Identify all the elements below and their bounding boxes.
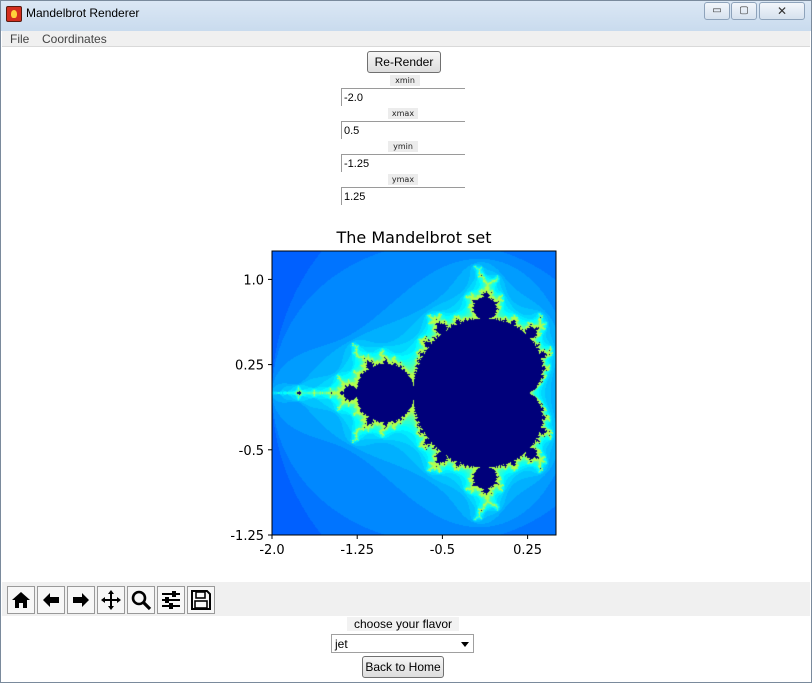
x-tick-label: 0.25	[513, 543, 542, 558]
ymin-field[interactable]	[341, 154, 465, 172]
plot-frame	[271, 250, 557, 536]
chart-title: The Mandelbrot set	[335, 228, 491, 247]
menu-coordinates[interactable]: Coordinates	[42, 32, 107, 46]
navigation-toolbar	[2, 582, 810, 616]
flavor-dropdown[interactable]: jet	[331, 634, 474, 653]
menu-bar: File Coordinates	[2, 31, 810, 47]
chevron-down-icon	[461, 642, 469, 647]
xmax-label: xmax	[388, 108, 418, 119]
pan-icon[interactable]	[97, 586, 125, 614]
ymax-label: ymax	[388, 174, 418, 185]
xmin-label: xmin	[390, 75, 420, 86]
save-icon[interactable]	[187, 586, 215, 614]
xmin-field[interactable]	[341, 88, 465, 106]
title-bar: Mandelbrot Renderer ▭ ▢ ✕	[1, 1, 811, 31]
y-tick-label: -1.25	[230, 529, 264, 544]
x-tick-label: -2.0	[259, 543, 284, 558]
back-arrow-icon[interactable]	[37, 586, 65, 614]
ymin-label: ymin	[388, 141, 418, 152]
menu-file[interactable]: File	[10, 32, 30, 46]
plot-area	[271, 250, 557, 536]
app-flame-icon	[6, 6, 22, 22]
axis-ticks: -2.0 -1.25 -0.5 0.251.00.25-0.5-1.25	[230, 273, 542, 558]
forward-arrow-icon[interactable]	[67, 586, 95, 614]
xmax-field[interactable]	[341, 121, 465, 139]
re-render-button[interactable]: Re-Render	[367, 51, 441, 73]
mandelbrot-chart[interactable]: The Mandelbrot set -2.0 -1.25 -0.5 0.251.00…	[1, 221, 812, 566]
maximize-button[interactable]: ▢	[731, 2, 757, 20]
configure-subplots-icon[interactable]	[157, 586, 185, 614]
y-tick-label: 0.25	[235, 359, 264, 374]
flavor-value: jet	[335, 637, 348, 651]
close-button[interactable]: ✕	[759, 2, 805, 20]
ymax-field[interactable]	[341, 187, 465, 205]
x-tick-label: -1.25	[340, 543, 374, 558]
back-to-home-button[interactable]: Back to Home	[362, 656, 444, 678]
mandelbrot-heatmap	[272, 251, 556, 535]
x-tick-label: -0.5	[430, 543, 455, 558]
flavor-label: choose your flavor	[347, 617, 459, 631]
window-title: Mandelbrot Renderer	[26, 6, 140, 20]
y-tick-label: -0.5	[239, 444, 264, 459]
zoom-icon[interactable]	[127, 586, 155, 614]
y-tick-label: 1.0	[243, 273, 264, 288]
home-icon[interactable]	[7, 586, 35, 614]
minimize-button[interactable]: ▭	[704, 2, 730, 20]
